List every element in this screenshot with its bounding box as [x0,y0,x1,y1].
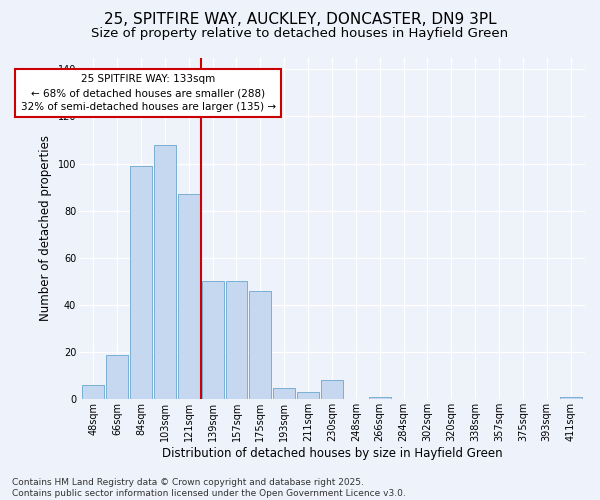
Bar [82,385,104,400]
Bar [321,380,343,400]
Text: 25 SPITFIRE WAY: 133sqm
← 68% of detached houses are smaller (288)
32% of semi-d: 25 SPITFIRE WAY: 133sqm ← 68% of detache… [20,74,276,112]
Y-axis label: Number of detached properties: Number of detached properties [39,136,52,322]
Bar [202,282,224,400]
Text: 25, SPITFIRE WAY, AUCKLEY, DONCASTER, DN9 3PL: 25, SPITFIRE WAY, AUCKLEY, DONCASTER, DN… [104,12,496,28]
Bar [154,144,176,400]
X-axis label: Distribution of detached houses by size in Hayfield Green: Distribution of detached houses by size … [161,447,502,460]
Bar [560,397,581,400]
Text: Contains HM Land Registry data © Crown copyright and database right 2025.
Contai: Contains HM Land Registry data © Crown c… [12,478,406,498]
Bar [273,388,295,400]
Bar [369,397,391,400]
Bar [130,166,152,400]
Bar [297,392,319,400]
Bar [226,282,247,400]
Text: Size of property relative to detached houses in Hayfield Green: Size of property relative to detached ho… [91,28,509,40]
Bar [178,194,200,400]
Bar [250,291,271,400]
Bar [106,354,128,400]
